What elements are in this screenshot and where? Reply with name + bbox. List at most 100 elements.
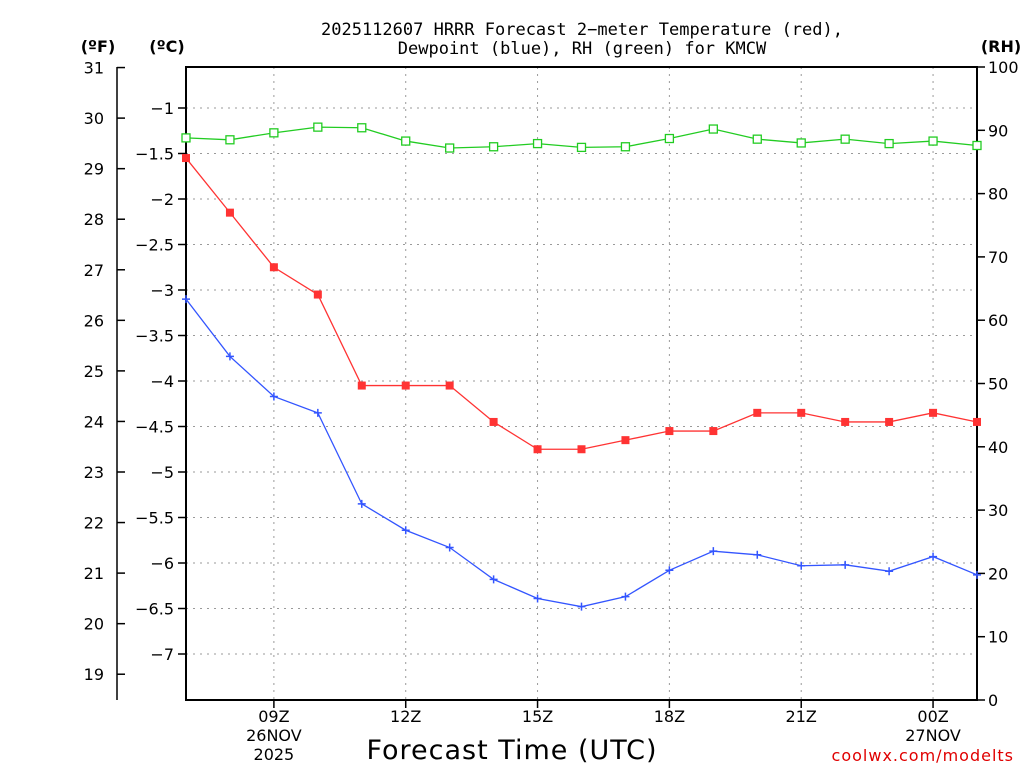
rh-tick-label: 20: [988, 564, 1008, 583]
rh-point: [313, 122, 323, 132]
temperature-point: [357, 381, 366, 390]
temperature-point: [225, 208, 234, 217]
celsius-unit-label: (ºC): [149, 37, 184, 56]
temperature-point: [621, 436, 630, 445]
rh-point: [752, 134, 762, 144]
celsius-tick-label: −2.5: [135, 236, 174, 255]
rh-unit-label: (RH): [981, 37, 1021, 56]
fahrenheit-tick-label: 19: [84, 665, 104, 684]
rh-tick-label: 100: [988, 58, 1019, 77]
celsius-tick-label: −4.5: [135, 418, 174, 437]
dewpoint-point: [445, 543, 454, 552]
temperature-point: [797, 408, 806, 417]
rh-point: [664, 133, 675, 144]
dewpoint-point: [929, 552, 938, 561]
fahrenheit-tick-label: 31: [84, 59, 104, 78]
credit-text: coolwx.com/modelts: [832, 746, 1014, 765]
series-layer: [181, 122, 982, 611]
rh-tick-label: 0: [988, 691, 998, 710]
chart-title: 2025112607 HRRR Forecast 2−meter Tempera…: [321, 20, 843, 40]
fahrenheit-tick-label: 22: [84, 514, 104, 533]
celsius-tick-label: −4: [150, 372, 174, 391]
rh-tick-label: 40: [988, 438, 1008, 457]
temperature-point: [753, 408, 762, 417]
dewpoint-point: [753, 550, 762, 559]
dewpoint-point: [577, 602, 586, 611]
fahrenheit-tick-label: 30: [84, 109, 104, 128]
fahrenheit-unit-label: (ºF): [81, 37, 116, 56]
temperature-point: [709, 427, 718, 436]
rh-tick-label: 80: [988, 185, 1008, 204]
x-year-label: 2025: [254, 745, 295, 764]
dewpoint-point: [709, 547, 718, 556]
x-tick-label: 18Z: [654, 707, 685, 726]
rh-point: [225, 135, 235, 145]
axes: [116, 66, 985, 708]
temperature-point: [269, 263, 278, 272]
rh-point: [269, 128, 279, 138]
chart-subtitle: Dewpoint (blue), RH (green) for KMCW: [398, 39, 767, 59]
rh-point: [488, 142, 499, 152]
temperature-point: [489, 417, 498, 426]
dewpoint-point: [182, 295, 190, 304]
temperature-point: [533, 445, 542, 454]
x-tick-label: 21Z: [786, 707, 817, 726]
celsius-tick-label: −5: [150, 463, 174, 482]
rh-point: [576, 142, 587, 153]
x-axis-label: Forecast Time (UTC): [366, 735, 657, 766]
rh-point: [708, 124, 718, 134]
temperature-point: [665, 427, 674, 436]
rh-point: [445, 143, 455, 153]
temperature-point: [577, 445, 586, 454]
rh-point: [620, 142, 631, 152]
celsius-tick-label: −2: [150, 190, 174, 209]
rh-tick-label: 10: [988, 628, 1008, 647]
x-tick-label: 12Z: [390, 707, 421, 726]
celsius-tick-label: −3.5: [135, 327, 174, 346]
temperature-point: [182, 154, 190, 163]
rh-tick-label: 70: [988, 248, 1008, 267]
rh-tick-label: 90: [988, 121, 1008, 140]
celsius-tick-label: −3: [150, 281, 174, 300]
rh-point: [928, 136, 938, 146]
rh-tick-label: 50: [988, 375, 1008, 394]
dewpoint-point: [841, 560, 850, 569]
celsius-tick-label: −1.5: [135, 145, 174, 164]
rh-point: [972, 140, 982, 151]
dewpoint-point: [973, 570, 981, 579]
dewpoint-point: [225, 352, 234, 361]
fahrenheit-tick-label: 28: [84, 210, 104, 229]
dewpoint-point: [885, 567, 894, 576]
temperature-point: [841, 417, 850, 426]
temperature-point: [401, 381, 410, 390]
dewpoint-point: [533, 594, 542, 603]
dewpoint-point: [665, 566, 674, 575]
x-tick-label: 00Z: [917, 707, 948, 726]
x-date-label: 27NOV: [905, 726, 961, 745]
fahrenheit-tick-label: 21: [84, 564, 104, 583]
x-tick-label: 09Z: [258, 707, 289, 726]
dewpoint-point: [401, 526, 410, 535]
dewpoint-point: [269, 392, 278, 401]
rh-point: [181, 133, 191, 143]
temperature-point: [313, 290, 322, 299]
dewpoint-point: [313, 408, 322, 417]
celsius-tick-label: −7: [150, 645, 174, 664]
rh-tick-label: 60: [988, 311, 1008, 330]
temperature-point: [973, 417, 981, 426]
temperature-point: [929, 408, 938, 417]
dewpoint-point: [797, 561, 806, 570]
fahrenheit-tick-label: 20: [84, 615, 104, 634]
temperature-point: [885, 417, 894, 426]
x-tick-label: 15Z: [522, 707, 553, 726]
x-date-label: 26NOV: [246, 726, 302, 745]
celsius-tick-label: −1: [150, 99, 174, 118]
temperature-point: [445, 381, 454, 390]
fahrenheit-tick-label: 26: [84, 311, 104, 330]
dewpoint-point: [357, 499, 366, 508]
rh-point: [357, 123, 367, 133]
celsius-tick-label: −5.5: [135, 509, 174, 528]
rh-point: [532, 138, 543, 149]
